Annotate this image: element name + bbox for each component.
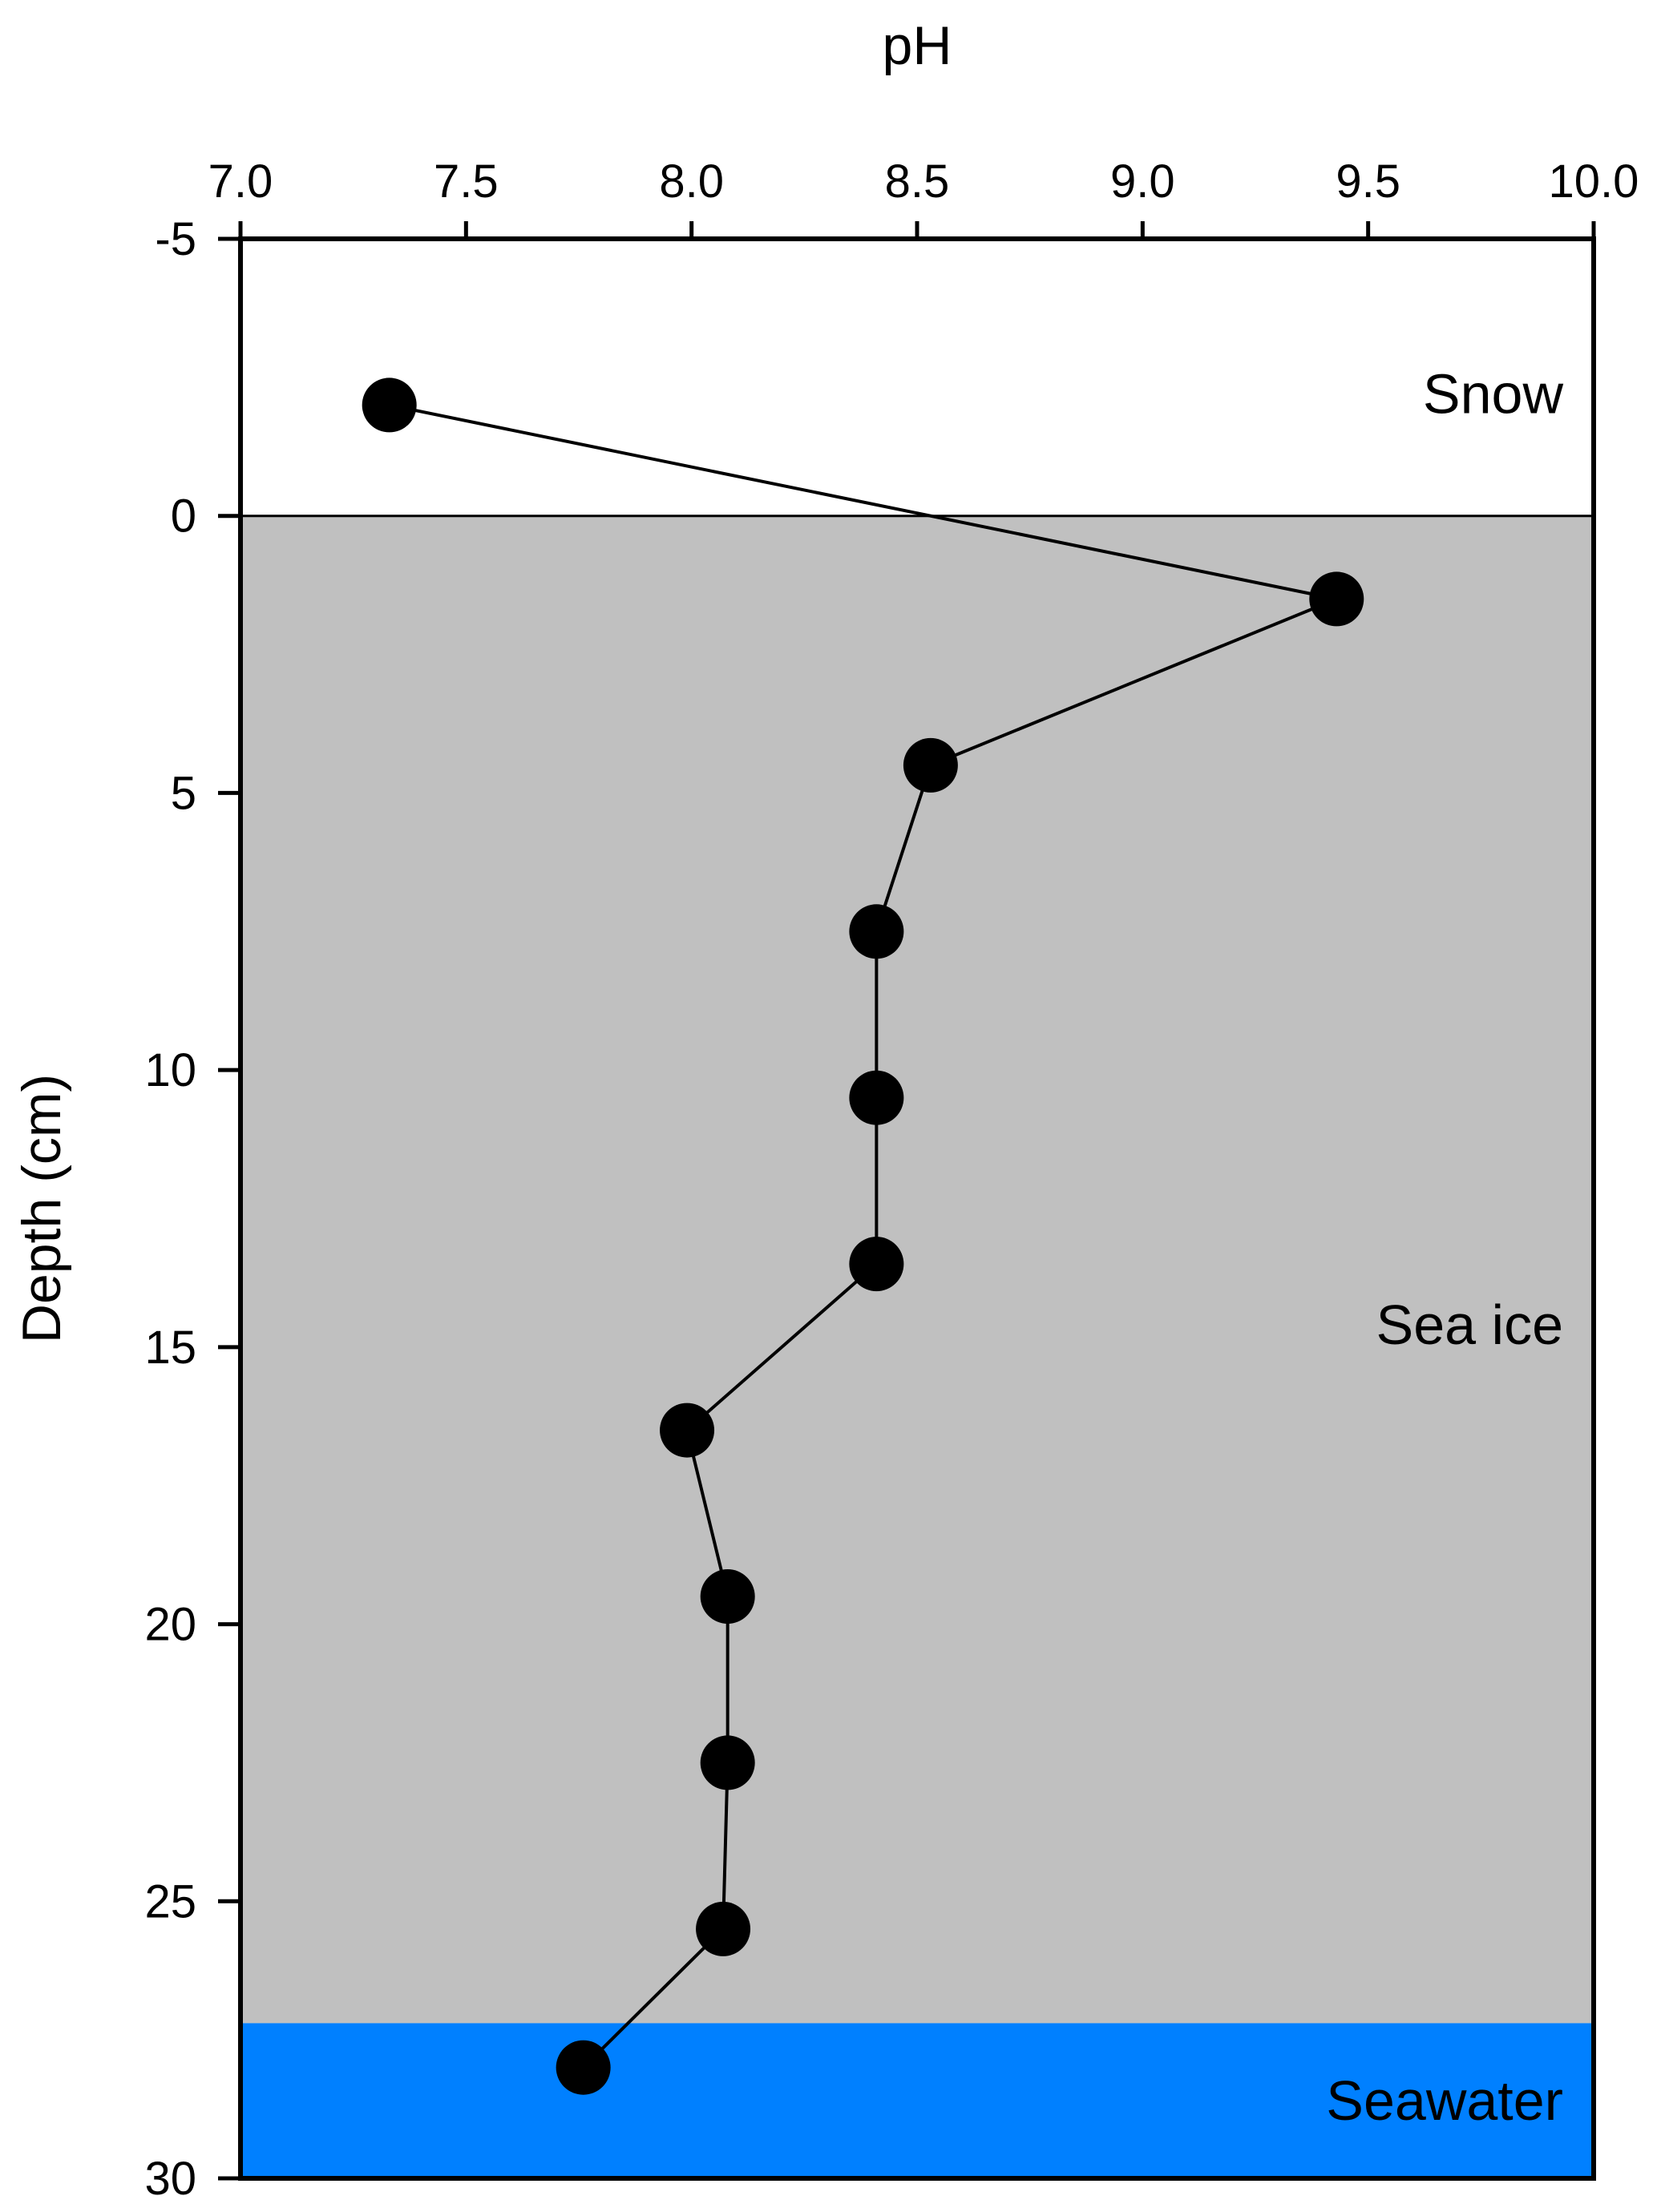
x-tick-label: 9.5 — [1336, 155, 1400, 208]
data-point — [362, 377, 417, 433]
region-label-seawater: Seawater — [1326, 2069, 1563, 2132]
y-tick-label: 5 — [171, 767, 196, 819]
y-tick-label: 30 — [144, 2153, 196, 2205]
region-label-sea-ice: Sea ice — [1376, 1294, 1563, 1356]
data-point — [556, 2040, 611, 2095]
x-tick-label: 8.5 — [885, 155, 950, 208]
x-tick-label: 10.0 — [1549, 155, 1639, 208]
data-point — [849, 1070, 904, 1125]
y-tick-label: 10 — [144, 1044, 196, 1096]
x-tick-label: 9.0 — [1110, 155, 1175, 208]
y-tick-label: 15 — [144, 1322, 196, 1374]
data-point — [849, 904, 904, 959]
y-tick-label: 0 — [171, 490, 196, 543]
data-point — [700, 1735, 755, 1790]
y-tick-label: 20 — [144, 1599, 196, 1651]
y-tick-label: -5 — [155, 213, 196, 265]
y-axis-title: Depth (cm) — [11, 1074, 72, 1343]
y-tick-label: 25 — [144, 1875, 196, 1927]
data-point — [696, 1901, 751, 1956]
region-seawater — [240, 2023, 1594, 2178]
regions-layer — [240, 239, 1594, 2178]
data-point — [849, 1237, 904, 1292]
x-tick-label: 8.0 — [659, 155, 724, 208]
data-point — [1309, 571, 1364, 627]
x-axis-title: pH — [883, 15, 952, 76]
labels-layer: pH Depth (cm) Snow Sea ice Seawater — [11, 15, 1563, 2132]
region-snow — [240, 239, 1594, 516]
data-point — [903, 737, 958, 793]
data-points-layer — [362, 377, 1364, 2095]
x-tick-label: 7.0 — [208, 155, 273, 208]
region-label-snow: Snow — [1423, 363, 1564, 426]
axes-layer: 7.0 7.5 8.0 8.5 9.0 9.5 10.0 -5 0 5 10 15 20 25 30 — [144, 155, 1639, 2205]
data-point — [660, 1403, 715, 1458]
data-point — [700, 1569, 755, 1624]
x-tick-label: 7.5 — [434, 155, 499, 208]
